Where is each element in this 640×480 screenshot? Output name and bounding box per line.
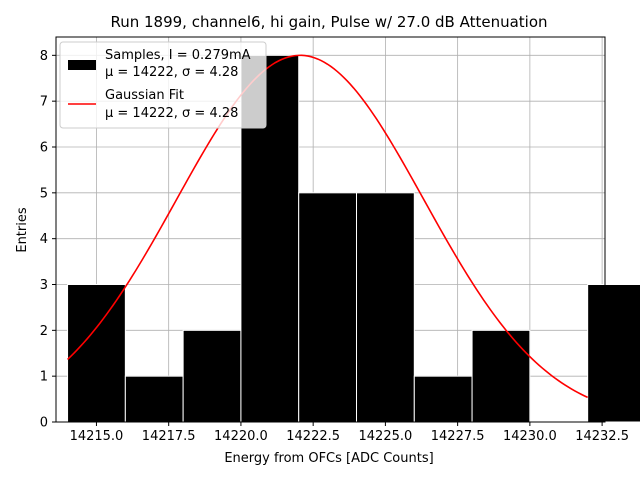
y-axis-label: Entries [15,207,30,253]
y-tick-label: 8 [40,49,48,64]
legend-histogram-label-line1: Samples, I = 0.279mA [105,48,251,63]
y-tick-label: 6 [40,141,48,156]
legend: Samples, I = 0.279mA μ = 14222, σ = 4.28… [59,41,267,129]
x-tick-label: 14215.0 [70,429,124,444]
histogram-bar [182,329,242,423]
x-tick-label: 14222.5 [286,429,340,444]
x-tick-label: 14232.5 [575,429,629,444]
histogram-bar [356,192,415,423]
y-tick-label: 3 [40,278,48,293]
histogram-bar [471,329,531,423]
y-tick-label: 0 [40,416,48,431]
x-axis-label: Energy from OFCs [ADC Counts] [224,451,433,466]
x-tick-label: 14220.0 [214,429,268,444]
histogram-bar [413,375,473,423]
y-tick-label: 7 [40,95,48,110]
y-tick-label: 2 [40,324,48,339]
y-tick-label: 4 [40,232,48,247]
y-tick-label: 1 [40,370,48,385]
x-tick-label: 14227.5 [431,429,485,444]
histogram-bar [124,375,184,423]
legend-box [59,41,267,129]
y-axis-ticks: 0 1 2 3 4 5 6 7 8 [40,49,56,431]
chart-title: Run 1899, channel6, hi gain, Pulse w/ 27… [110,13,547,31]
x-tick-label: 14230.0 [503,429,557,444]
gaussian-fit-line [67,54,589,399]
legend-fit-label-line1: Gaussian Fit [105,88,184,103]
x-axis-ticks: 14215.0 14217.5 14220.0 14222.5 14225.0 14227… [70,422,629,444]
y-tick-label: 5 [40,186,48,201]
legend-histogram-label-line2: μ = 14222, σ = 4.28 [105,65,238,80]
legend-fit-label-line2: μ = 14222, σ = 4.28 [105,106,238,121]
histogram-bar [587,284,640,423]
x-tick-label: 14225.0 [359,429,413,444]
histogram-bar [67,284,126,423]
x-tick-label: 14217.5 [142,429,196,444]
legend-histogram-swatch [68,60,96,70]
histogram-bar [298,192,358,423]
plot-frame [55,36,606,423]
